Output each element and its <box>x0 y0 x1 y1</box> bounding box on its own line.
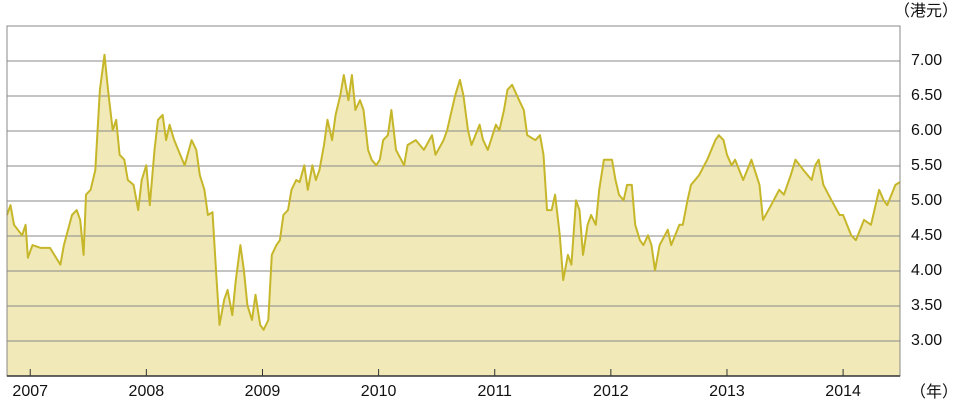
y-tick-label: 6.50 <box>911 87 942 104</box>
area-fill <box>7 54 900 376</box>
y-tick-label: 3.50 <box>911 297 942 314</box>
x-tick-label: 2009 <box>245 383 281 400</box>
y-tick-label: 3.00 <box>911 332 942 349</box>
x-tick-label: 2012 <box>593 383 629 400</box>
y-tick-label: 6.00 <box>911 122 942 139</box>
x-tick-label: 2013 <box>709 383 745 400</box>
x-unit-label: （年） <box>910 383 958 401</box>
y-tick-label: 4.00 <box>911 262 942 279</box>
x-tick-label: 2007 <box>12 383 48 400</box>
x-tick-label: 2010 <box>361 383 397 400</box>
y-tick-label: 4.50 <box>911 227 942 244</box>
y-unit-label: （港元） <box>894 2 958 20</box>
price-line <box>6 53 901 331</box>
y-tick-label: 7.00 <box>911 52 942 69</box>
x-tick-label: 2014 <box>825 383 861 400</box>
x-tick-label: 2008 <box>129 383 165 400</box>
y-tick-label: 5.50 <box>911 157 942 174</box>
x-tick-label: 2011 <box>478 383 513 400</box>
y-tick-label: 5.00 <box>911 192 942 209</box>
